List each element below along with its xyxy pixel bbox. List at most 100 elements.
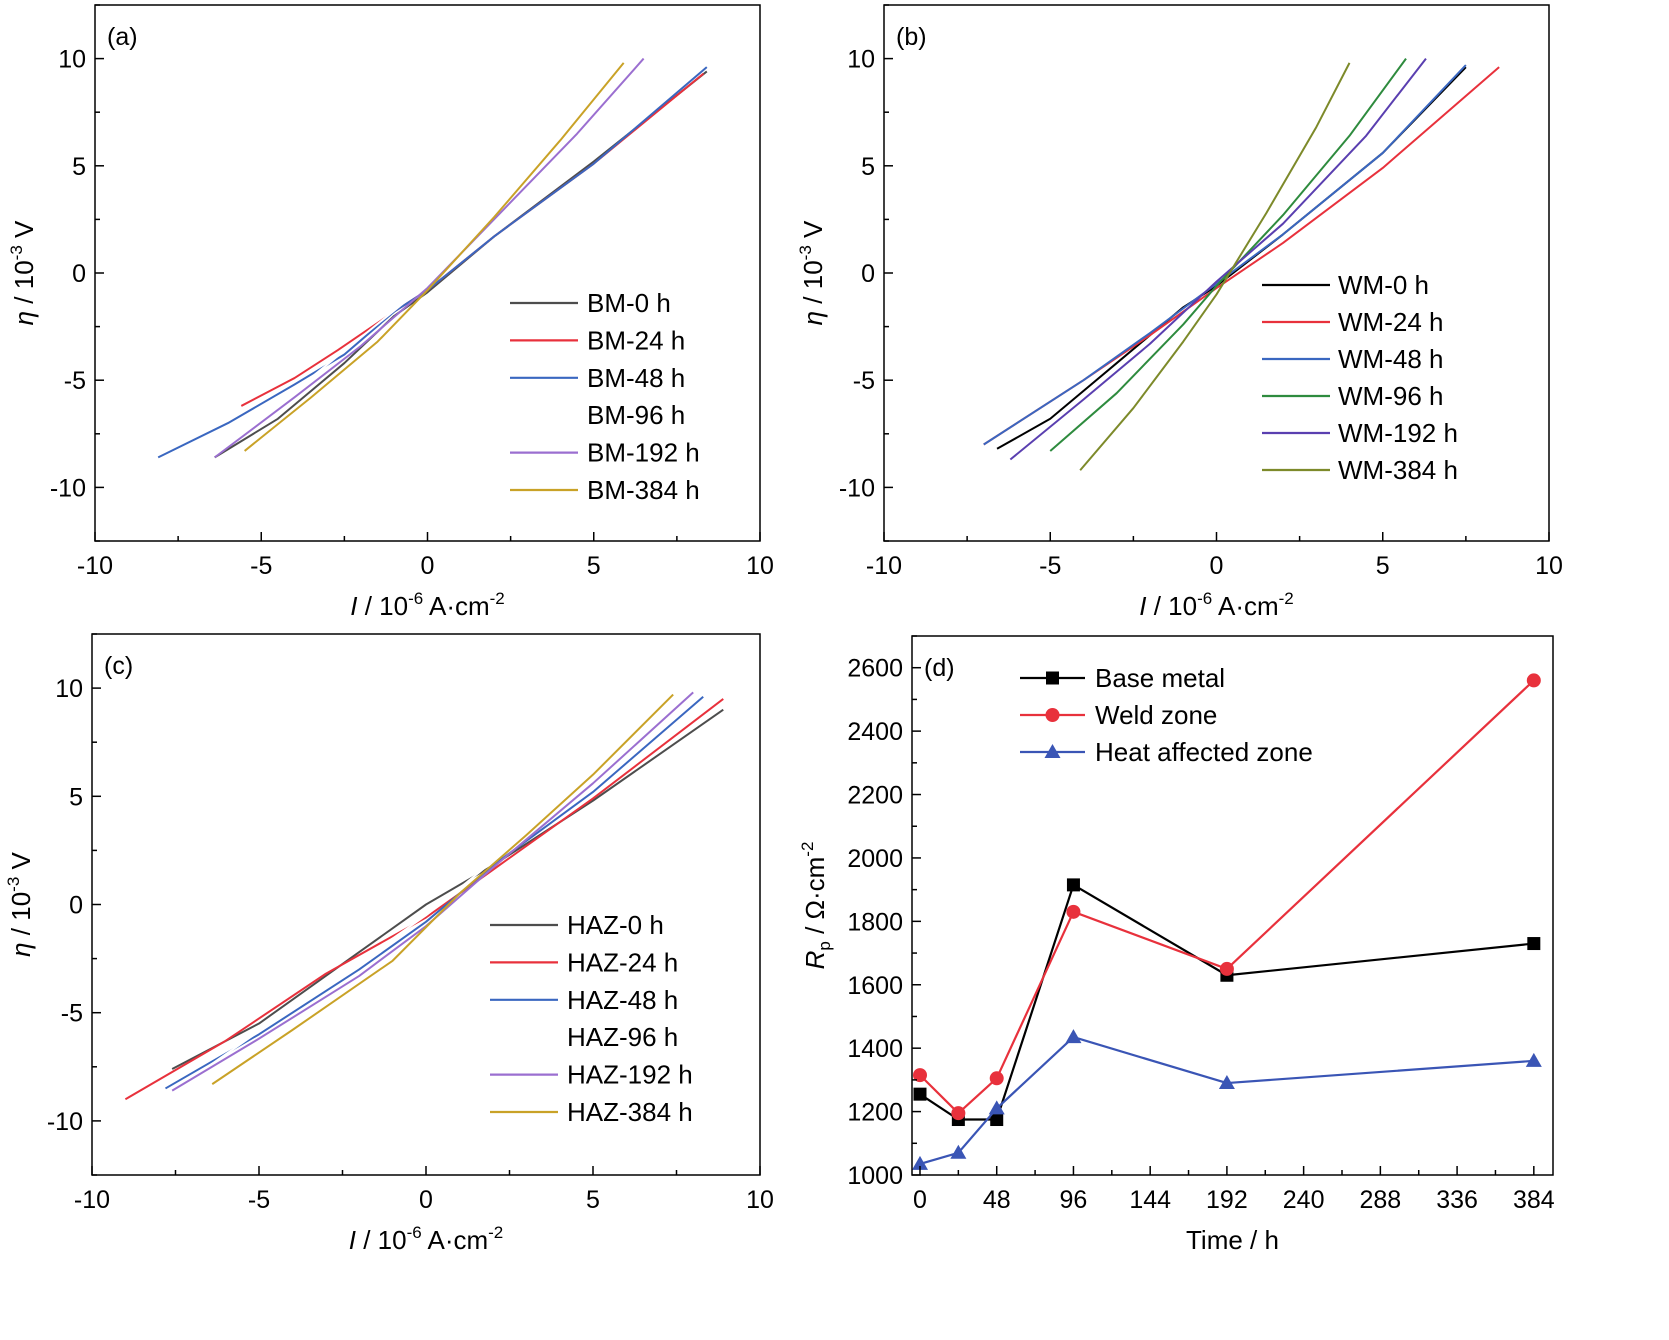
axis-unit: V [9,220,39,245]
axis-symbol: η [6,942,36,956]
y-tick-label: 10 [55,675,83,703]
legend-label: HAZ-384 h [567,1097,693,1127]
y-tick-label: -10 [839,474,875,502]
legend-label: BM-48 h [587,363,685,393]
x-tick-label: -5 [248,1186,270,1214]
legend: Base metal Weld zone Heat affected zone [1020,663,1313,767]
legend: BM-0 h BM-24 h BM-48 h BM-96 h BM-192 h BM-38… [510,288,700,505]
x-tick-label: 240 [1283,1186,1325,1214]
axis-text: Time / h [1186,1225,1279,1255]
series-line-BM-192-h [214,57,645,459]
series-line-WM-48-h [983,64,1467,446]
y-tick-label: 5 [69,783,83,811]
series-line-HAZ-48-h [164,695,704,1090]
x-tick-label: 192 [1206,1186,1248,1214]
axis-superscript: -3 [4,877,23,892]
x-tick-label: 336 [1436,1186,1478,1214]
y-tick-label: -10 [50,474,86,502]
y-axis-label: η / 10-3 V [7,220,39,325]
legend-label: WM-0 h [1338,270,1429,300]
axis-symbol: I [350,591,357,621]
x-tick-label: 0 [1210,552,1224,580]
series-line-WM-192-h [1009,57,1427,461]
legend-label: WM-384 h [1338,455,1458,485]
axis-symbol: I [1139,591,1146,621]
data-point-circle [1066,904,1081,919]
axis-text: / 10 [6,892,36,943]
y-axis-label: η / 10-3 V [4,851,36,956]
x-tick-label: -10 [77,552,113,580]
x-tick-label: 288 [1360,1186,1402,1214]
x-axis-label: I / 10-6 A·cm-2 [349,1223,504,1255]
x-tick-label: 0 [421,552,435,580]
legend-label: BM-24 h [587,325,685,355]
y-axis-label: Rp / Ω·cm-2 [798,842,834,970]
series-group [912,673,1542,1170]
legend-label: BM-192 h [587,438,700,468]
axis-text: / 10 [9,260,39,311]
data-point-circle [951,1106,966,1121]
legend-label: WM-24 h [1338,307,1443,337]
x-tick-label: 10 [746,552,774,580]
legend-label: WM-192 h [1338,418,1458,448]
data-point-square [1527,937,1541,951]
y-tick-label: 0 [72,260,86,288]
legend-label: Heat affected zone [1095,737,1313,767]
axis-symbol: η [9,311,39,325]
axis-superscript: -6 [1197,589,1212,608]
series-line-BM-384-h [243,62,625,452]
data-point-circle [1526,673,1541,688]
axis-text: / 10 [798,260,828,311]
series-line-WM-96-h [1049,58,1407,452]
axis-text: / 10 [1146,591,1197,621]
legend-label: Base metal [1095,663,1225,693]
y-tick-label: 0 [69,892,83,920]
legend-label: WM-48 h [1338,344,1443,374]
axis-superscript: -3 [7,245,26,260]
series-line-HAZ-0-h [171,708,724,1070]
legend-marker-triangle [1044,744,1061,758]
data-point-circle [989,1071,1004,1086]
data-point-triangle [950,1144,967,1159]
y-tick-label: 10 [847,46,875,74]
x-tick-label: 384 [1513,1186,1555,1214]
axis-subscript: p [815,941,834,950]
axis-superscript: -2 [1279,589,1294,608]
y-tick-label: 1200 [847,1099,903,1127]
axis-superscript: -3 [796,245,815,260]
y-tick-label: -5 [61,1000,83,1028]
x-axis-label: Time / h [1186,1225,1279,1255]
y-tick-label: 2000 [847,845,903,873]
x-tick-label: -10 [74,1186,110,1214]
axis-text: / 10 [357,591,408,621]
axis-text: / 10 [356,1225,407,1255]
panel-label: (d) [924,654,955,682]
x-tick-label: 10 [746,1186,774,1214]
x-axis-label: I / 10-6 A·cm-2 [350,589,505,621]
legend-label: HAZ-96 h [567,1022,678,1052]
legend-label: Weld zone [1095,700,1217,730]
series-line-HAZ-384-h [211,693,674,1085]
legend-label: BM-96 h [587,400,685,430]
axis-text: / Ω·cm [800,857,830,941]
x-tick-label: 0 [419,1186,433,1214]
y-tick-label: 10 [58,46,86,74]
data-point-circle [1219,961,1234,976]
series-line-BM-48-h [157,66,708,459]
y-axis-label: η / 10-3 V [796,220,828,325]
data-point-circle [912,1068,927,1083]
axis-unit: A·cm [423,591,489,621]
axis-superscript: -2 [490,589,505,608]
y-tick-label: 1600 [847,972,903,1000]
x-tick-label: 5 [1376,552,1390,580]
series-line-HAZ-24-h [124,698,724,1101]
axis-superscript: -2 [488,1223,503,1242]
series-line-WM-384-h [1079,62,1351,471]
legend-label: BM-384 h [587,475,700,505]
axis-symbol: R [800,951,830,970]
x-tick-label: 48 [983,1186,1011,1214]
data-point-triangle [912,1155,928,1170]
